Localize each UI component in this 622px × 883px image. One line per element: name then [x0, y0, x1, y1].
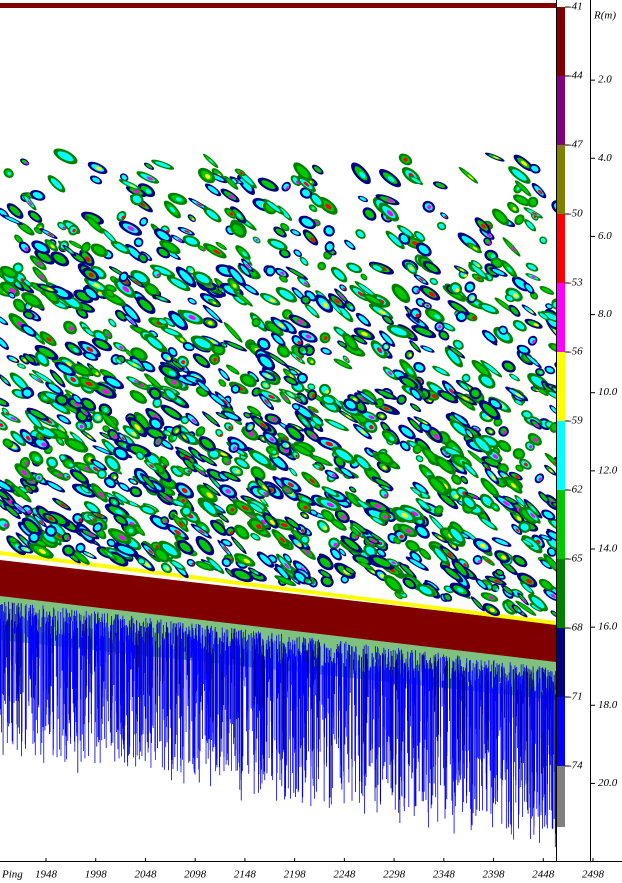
echogram [0, 145, 571, 847]
echo-blob [103, 230, 115, 242]
echo-blob [289, 268, 305, 279]
echo-blob [226, 325, 240, 340]
echo-blob [306, 305, 318, 317]
echo-blob [410, 342, 419, 352]
echo-blob [233, 539, 245, 552]
echo-blob [204, 413, 218, 425]
echo-blob [227, 341, 244, 350]
echo-blob [472, 598, 483, 610]
